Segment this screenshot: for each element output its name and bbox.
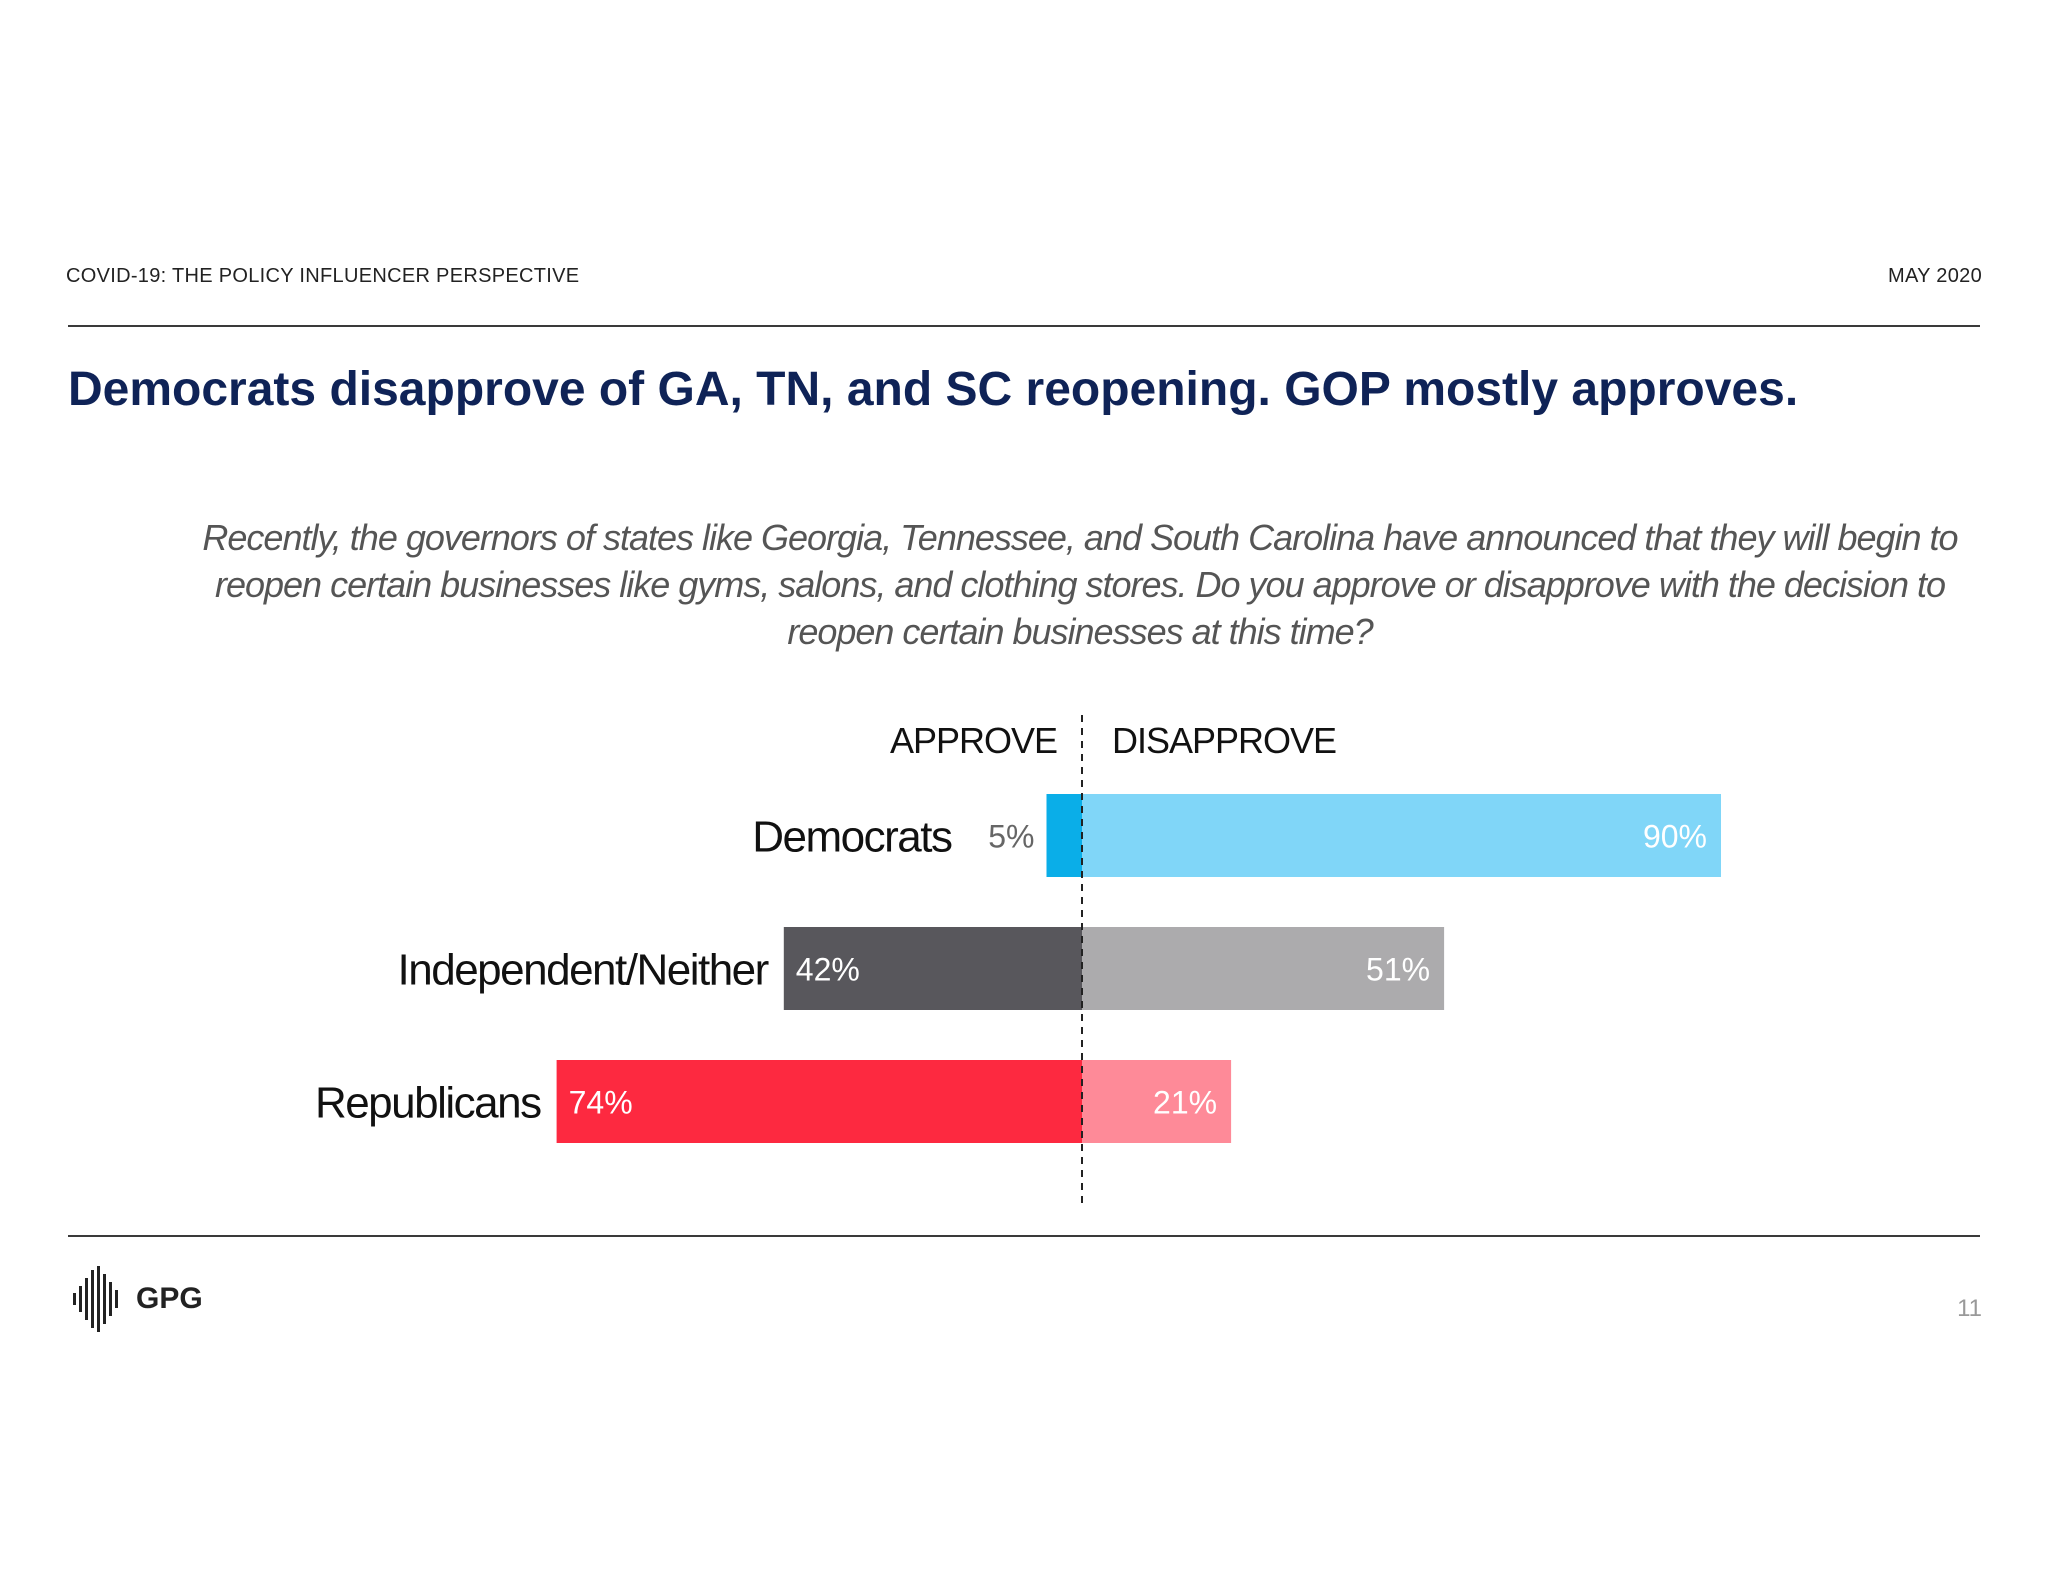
footer-divider [68,1235,1980,1237]
approve-bar [556,1060,1082,1143]
header-divider [68,325,1980,327]
disapprove-value-label: 90% [1643,819,1707,855]
report-date: MAY 2020 [1888,265,1982,287]
disapprove-value-label: 51% [1366,952,1430,988]
slide-title: Democrats disapprove of GA, TN, and SC r… [68,363,1799,416]
report-header-title: COVID-19: THE POLICY INFLUENCER PERSPECT… [66,265,580,287]
category-label: Republicans [315,1079,541,1128]
approve-value-label: 74% [569,1085,633,1121]
survey-question: Recently, the governors of states like G… [202,517,1958,652]
approve-bar [783,927,1082,1010]
legend-approve: APPROVE [890,720,1057,761]
diverging-bar-chart: APPROVE DISAPPROVE 5% Democrats 90% 42% Indepe… [315,715,1721,1205]
legend-disapprove: DISAPPROVE [1112,720,1336,761]
page-number: 11 [1957,1295,1982,1322]
logo-text: GPG [136,1282,203,1315]
category-label: Democrats [752,813,952,862]
waveform-logo-icon [73,1266,118,1332]
disapprove-bar [1082,1060,1232,1143]
approve-value-label: 5% [988,819,1034,855]
approve-bar [1046,794,1082,877]
approve-value-label: 42% [796,952,860,988]
disapprove-bar [1082,927,1445,1010]
disapprove-bar [1082,794,1721,877]
disapprove-value-label: 21% [1153,1085,1217,1121]
category-label: Independent/Neither [398,946,769,995]
gpg-logo: GPG [72,1266,203,1332]
